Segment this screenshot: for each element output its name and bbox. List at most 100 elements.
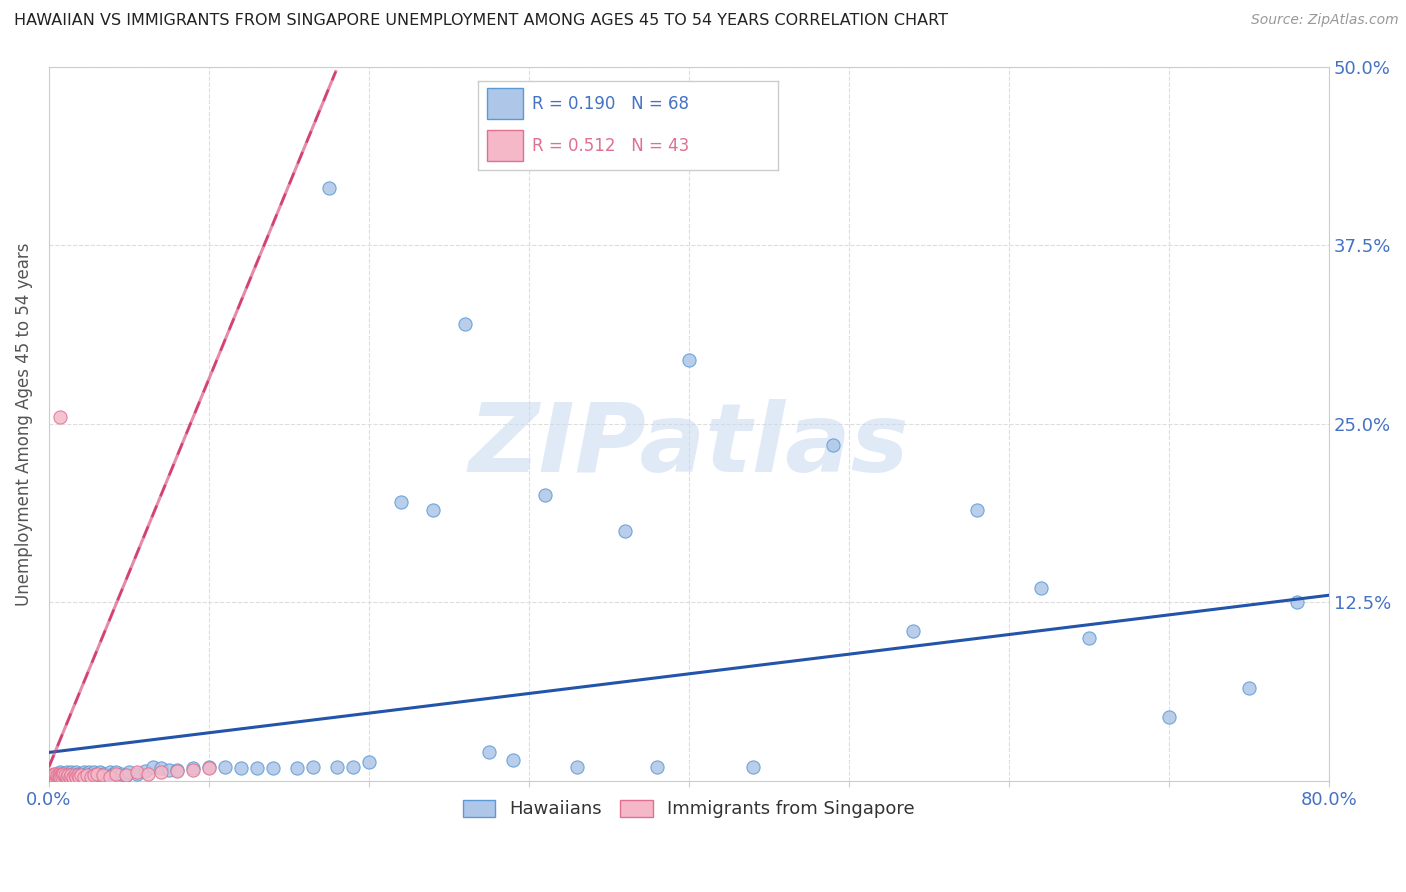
Point (1285, 595, 1308, 609)
Point (114, 768, 136, 782)
Point (110, 767, 132, 781)
Point (181, 761, 204, 775)
Point (48, 770, 70, 784)
Y-axis label: Unemployment Among Ages 45 to 54 years: Unemployment Among Ages 45 to 54 years (15, 242, 32, 606)
Point (966, 502, 988, 516)
Point (118, 765, 141, 780)
Point (56, 768, 79, 782)
Point (93, 767, 115, 781)
Text: HAWAIIAN VS IMMIGRANTS FROM SINGAPORE UNEMPLOYMENT AMONG AGES 45 TO 54 YEARS COR: HAWAIIAN VS IMMIGRANTS FROM SINGAPORE UN… (14, 13, 948, 29)
Point (101, 767, 124, 781)
Point (114, 768, 136, 782)
Point (55, 770, 77, 784)
Point (821, 438, 844, 452)
Point (136, 767, 159, 781)
Point (502, 753, 524, 767)
Point (70, 768, 93, 782)
Point (66, 767, 89, 781)
Point (229, 761, 252, 775)
Point (49, 765, 72, 780)
Point (1237, 681, 1260, 695)
Point (51, 768, 73, 782)
Point (89, 765, 111, 780)
Point (63, 768, 86, 782)
Point (125, 767, 148, 781)
Point (60, 765, 83, 780)
Point (55, 765, 77, 780)
Point (53, 768, 76, 782)
Point (214, 760, 236, 774)
Point (82, 768, 104, 782)
Point (60, 768, 83, 782)
Point (198, 760, 221, 774)
Point (51, 767, 73, 781)
Point (77, 765, 100, 780)
Point (66, 768, 89, 782)
Point (1077, 631, 1099, 645)
Point (67, 770, 90, 784)
Point (262, 761, 284, 775)
Legend: Hawaiians, Immigrants from Singapore: Hawaiians, Immigrants from Singapore (456, 792, 922, 826)
Point (157, 763, 180, 777)
Point (62, 770, 84, 784)
Point (59, 770, 82, 784)
Point (389, 495, 412, 509)
Point (357, 756, 380, 770)
Point (41, 768, 63, 782)
Point (59, 768, 82, 782)
Point (534, 488, 557, 502)
Point (46, 768, 69, 782)
Point (75, 767, 97, 781)
Point (125, 765, 148, 780)
Point (73, 770, 96, 784)
Point (318, 181, 340, 195)
Point (326, 760, 349, 774)
Text: ZIPatlas: ZIPatlas (468, 399, 910, 491)
Point (645, 760, 668, 774)
Point (79, 770, 101, 784)
Point (56, 767, 79, 781)
Point (166, 764, 188, 778)
Point (67, 768, 90, 782)
Point (166, 763, 188, 777)
Point (65, 770, 87, 784)
Point (86, 767, 108, 781)
Point (86, 767, 108, 781)
Point (134, 764, 156, 778)
Point (1029, 581, 1052, 595)
Point (76, 768, 98, 782)
Point (198, 761, 221, 775)
Point (678, 352, 700, 367)
Point (70, 767, 93, 781)
Point (39, 770, 62, 784)
Point (246, 761, 269, 775)
Point (76, 768, 98, 782)
Point (79, 767, 101, 781)
Point (62, 767, 84, 781)
Point (96, 768, 118, 782)
Point (613, 524, 636, 538)
Point (901, 624, 924, 638)
Point (302, 760, 325, 774)
Point (454, 317, 477, 331)
Point (72, 768, 94, 782)
Point (42, 767, 65, 781)
Point (478, 746, 501, 760)
Point (46, 770, 69, 784)
Point (93, 768, 115, 782)
Point (44, 767, 66, 781)
Point (73, 765, 96, 780)
Point (83, 768, 105, 782)
Point (53, 770, 76, 784)
Text: Source: ZipAtlas.com: Source: ZipAtlas.com (1251, 13, 1399, 28)
Point (149, 765, 172, 780)
Point (149, 761, 172, 775)
Point (53, 768, 76, 782)
Point (105, 767, 128, 781)
Point (52, 767, 75, 781)
Point (105, 765, 128, 780)
Point (181, 763, 204, 777)
Point (44, 770, 66, 784)
Point (98, 765, 121, 780)
Point (565, 760, 588, 774)
